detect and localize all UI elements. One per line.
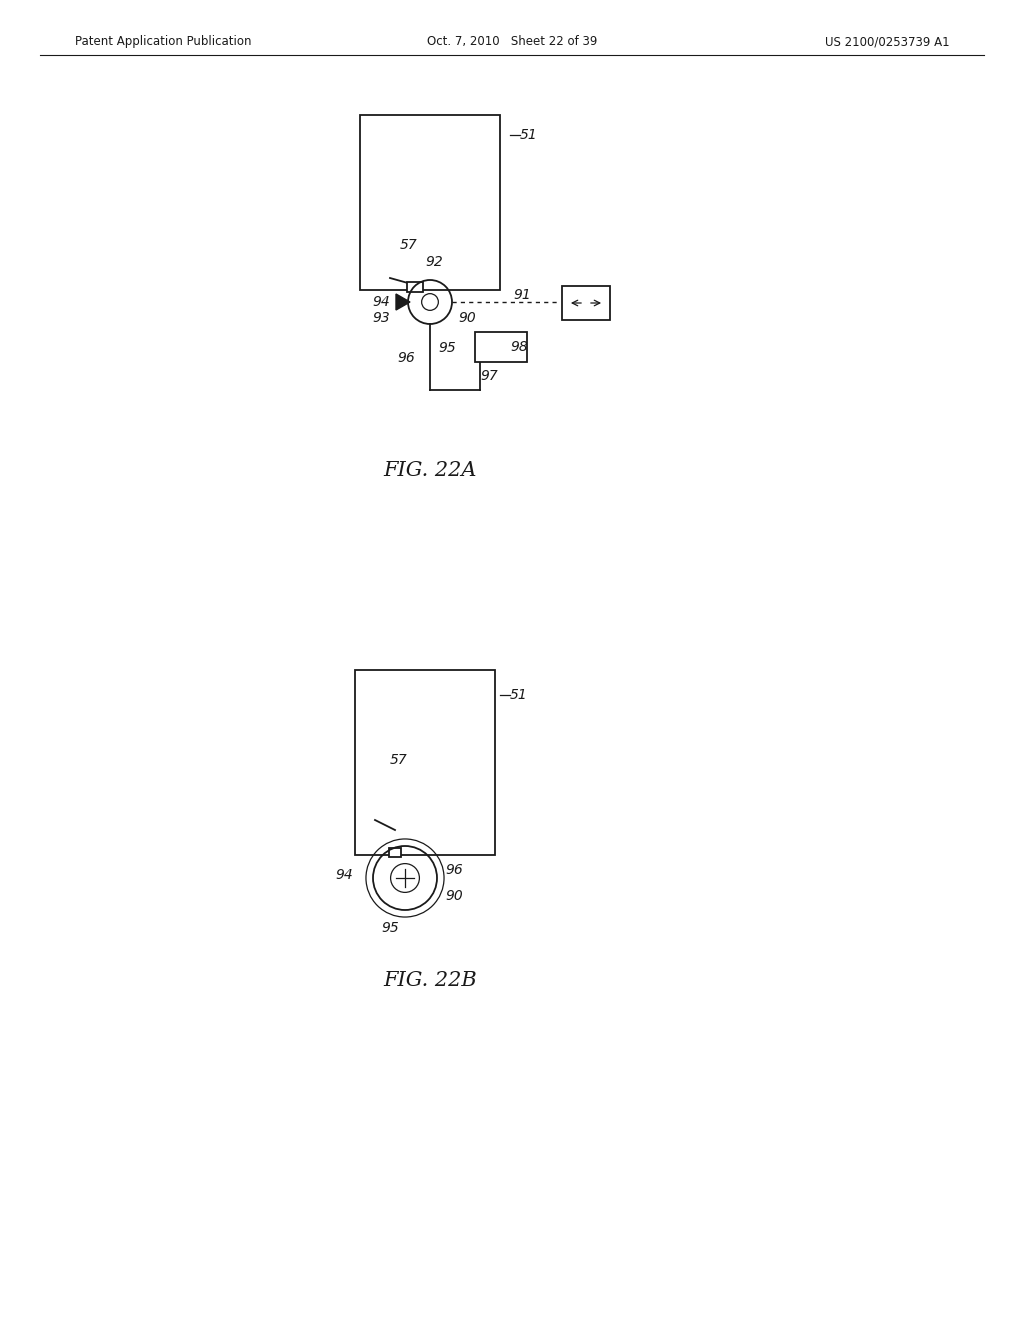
Text: 98: 98 bbox=[510, 341, 528, 354]
Text: 93: 93 bbox=[373, 312, 390, 325]
Text: 94: 94 bbox=[335, 869, 353, 882]
Text: 96: 96 bbox=[445, 863, 463, 876]
Bar bbox=[355, 671, 495, 855]
Text: FIG. 22A: FIG. 22A bbox=[383, 461, 477, 479]
Text: 90: 90 bbox=[445, 888, 463, 903]
Text: 90: 90 bbox=[458, 312, 476, 325]
Bar bbox=[360, 115, 500, 290]
Text: 57: 57 bbox=[400, 238, 418, 252]
Text: 57: 57 bbox=[390, 752, 408, 767]
Text: 95: 95 bbox=[381, 921, 399, 935]
Bar bbox=[407, 282, 423, 292]
Text: 51: 51 bbox=[520, 128, 538, 143]
Text: 91: 91 bbox=[513, 288, 530, 302]
Text: Oct. 7, 2010   Sheet 22 of 39: Oct. 7, 2010 Sheet 22 of 39 bbox=[427, 36, 597, 49]
Text: 94: 94 bbox=[373, 294, 390, 309]
Text: 92: 92 bbox=[425, 255, 442, 269]
Text: 95: 95 bbox=[438, 341, 456, 355]
Polygon shape bbox=[396, 294, 410, 310]
Bar bbox=[475, 333, 527, 362]
Text: US 2100/0253739 A1: US 2100/0253739 A1 bbox=[825, 36, 950, 49]
Text: 51: 51 bbox=[510, 688, 527, 702]
Text: 96: 96 bbox=[397, 351, 415, 366]
Text: 97: 97 bbox=[480, 370, 498, 383]
Text: FIG. 22B: FIG. 22B bbox=[383, 970, 477, 990]
Bar bbox=[389, 847, 401, 857]
Bar bbox=[562, 286, 610, 319]
Text: Patent Application Publication: Patent Application Publication bbox=[75, 36, 252, 49]
